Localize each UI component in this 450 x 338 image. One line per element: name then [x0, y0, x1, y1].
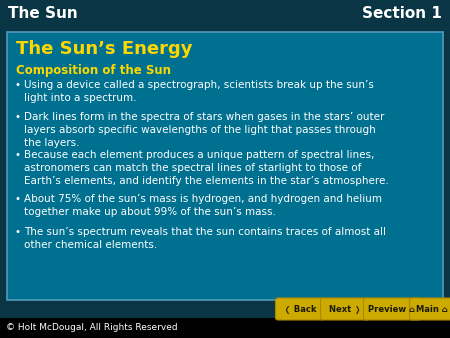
Text: The Sun’s Energy: The Sun’s Energy — [16, 40, 193, 58]
Text: ❬ Back: ❬ Back — [284, 305, 316, 314]
Text: •: • — [14, 80, 20, 90]
Text: Preview ⌂: Preview ⌂ — [369, 305, 415, 314]
Bar — [0, 318, 450, 338]
Text: •: • — [14, 150, 20, 160]
FancyBboxPatch shape — [410, 298, 450, 320]
Text: Composition of the Sun: Composition of the Sun — [16, 64, 171, 77]
FancyBboxPatch shape — [320, 298, 369, 320]
Bar — [0, 0, 450, 28]
FancyBboxPatch shape — [7, 32, 443, 300]
Text: © Holt McDougal, All Rights Reserved: © Holt McDougal, All Rights Reserved — [6, 323, 178, 333]
Text: •: • — [14, 227, 20, 237]
Text: The sun’s spectrum reveals that the sun contains traces of almost all
other chem: The sun’s spectrum reveals that the sun … — [24, 227, 386, 250]
Text: Section 1: Section 1 — [362, 6, 442, 22]
Text: •: • — [14, 112, 20, 122]
Text: Using a device called a spectrograph, scientists break up the sun’s
light into a: Using a device called a spectrograph, sc… — [24, 80, 374, 103]
Text: Next ❭: Next ❭ — [329, 305, 361, 314]
Text: The Sun: The Sun — [8, 6, 78, 22]
FancyBboxPatch shape — [364, 298, 420, 320]
Text: About 75% of the sun’s mass is hydrogen, and hydrogen and helium
together make u: About 75% of the sun’s mass is hydrogen,… — [24, 194, 382, 217]
Text: •: • — [14, 194, 20, 204]
Text: Main ⌂: Main ⌂ — [416, 305, 448, 314]
Text: Dark lines form in the spectra of stars when gases in the stars’ outer
layers ab: Dark lines form in the spectra of stars … — [24, 112, 384, 148]
Text: Because each element produces a unique pattern of spectral lines,
astronomers ca: Because each element produces a unique p… — [24, 150, 389, 186]
FancyBboxPatch shape — [275, 298, 324, 320]
